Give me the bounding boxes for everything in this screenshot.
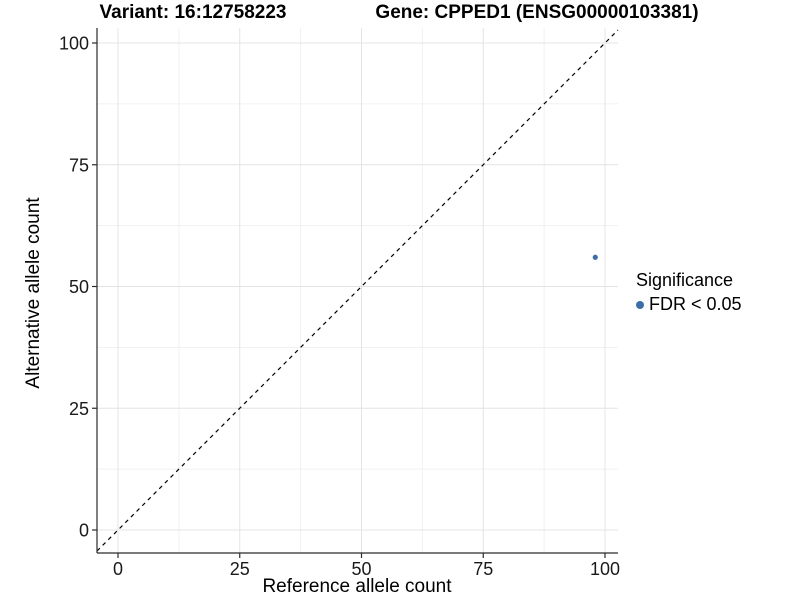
variant-title: Variant: 16:12758223 — [99, 2, 287, 23]
x-tick-label: 75 — [473, 559, 493, 579]
x-tick-label: 25 — [230, 559, 250, 579]
legend: Significance FDR < 0.05 — [636, 270, 742, 315]
identity-line — [96, 29, 619, 552]
legend-dot-icon — [636, 300, 644, 309]
gene-title: Gene: CPPED1 (ENSG00000103381) — [375, 2, 699, 23]
y-tick-label: 100 — [59, 34, 89, 54]
legend-item-fdr: FDR < 0.05 — [636, 294, 742, 315]
y-tick-label: 0 — [79, 521, 89, 541]
y-tick-label: 25 — [69, 399, 89, 419]
y-axis-title: Alternative allele count — [23, 197, 44, 389]
legend-item-label: FDR < 0.05 — [649, 294, 742, 314]
x-axis-title: Reference allele count — [262, 576, 452, 597]
x-tick-label: 0 — [113, 559, 123, 579]
x-tick-label: 50 — [351, 559, 371, 579]
y-tick-label: 50 — [69, 277, 89, 297]
x-tick-label: 100 — [590, 559, 620, 579]
legend-title: Significance — [636, 270, 734, 290]
y-tick-label: 75 — [69, 155, 89, 175]
data-point — [592, 254, 598, 260]
